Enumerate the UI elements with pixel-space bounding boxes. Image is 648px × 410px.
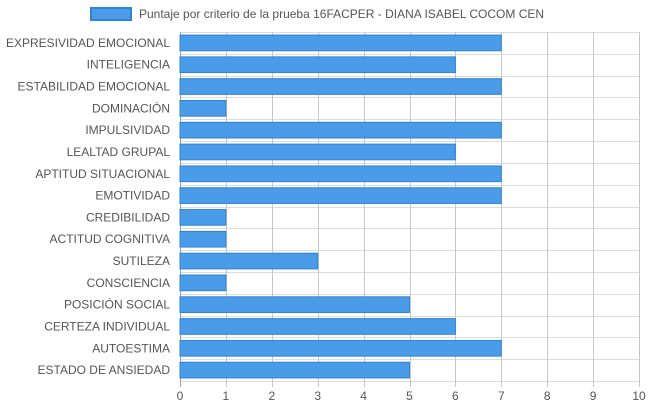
bar (179, 143, 456, 161)
category-label: LEALTAD GRUPAL (67, 145, 171, 159)
x-tick-label: 7 (498, 389, 505, 403)
bar (179, 34, 502, 52)
x-tick-label: 9 (590, 389, 597, 403)
x-tick-label: 10 (632, 389, 646, 403)
bar (179, 252, 319, 270)
x-tick-label: 8 (544, 389, 551, 403)
bar (179, 361, 410, 379)
bar (179, 209, 227, 226)
category-label: CONSCIENCIA (87, 276, 170, 290)
legend[interactable]: Puntaje por criterio de la prueba 16FACP… (90, 7, 544, 21)
bar (179, 121, 502, 139)
category-label: ESTADO DE ANSIEDAD (38, 363, 171, 377)
x-tick-label: 0 (177, 389, 184, 403)
category-label: DOMINACIÓN (92, 100, 170, 115)
category-label: EMOTIVIDAD (95, 189, 170, 203)
bar (179, 78, 502, 95)
x-tick-label: 1 (223, 389, 230, 403)
x-tick-label: 5 (406, 389, 413, 403)
category-label: CREDIBILIDAD (86, 210, 170, 224)
category-labels: EXPRESIVIDAD EMOCIONAL INTELIGENCIA ESTABI… (6, 36, 170, 377)
category-label: POSICIÓN SOCIAL (64, 297, 170, 312)
category-label: AUTOESTIMA (92, 341, 170, 355)
bar (179, 230, 227, 248)
x-tick-label: 2 (268, 389, 275, 403)
bar (179, 99, 227, 117)
x-tick-label: 4 (360, 389, 367, 403)
bar (179, 318, 456, 335)
bars (179, 34, 502, 379)
bar (179, 165, 502, 183)
legend-swatch (90, 7, 132, 21)
x-tick-labels: 0 1 2 3 4 5 6 7 8 9 10 (177, 389, 646, 403)
bar (179, 187, 502, 204)
category-label: ACTITUD COGNITIVA (50, 232, 170, 246)
category-label: SUTILEZA (113, 254, 170, 268)
bar (179, 274, 227, 292)
category-label: APTITUD SITUACIONAL (35, 167, 170, 181)
bar (179, 56, 456, 74)
category-label: ESTABILIDAD EMOCIONAL (18, 80, 171, 94)
legend-label: Puntaje por criterio de la prueba 16FACP… (139, 7, 544, 21)
category-label: IMPULSIVIDAD (85, 123, 170, 137)
category-label: CERTEZA INDIVIDUAL (44, 319, 170, 333)
bar (179, 339, 502, 357)
x-tick-label: 6 (452, 389, 459, 403)
bar (179, 296, 410, 314)
x-tick-label: 3 (314, 389, 321, 403)
category-label: EXPRESIVIDAD EMOCIONAL (6, 36, 170, 50)
category-label: INTELIGENCIA (87, 58, 170, 72)
